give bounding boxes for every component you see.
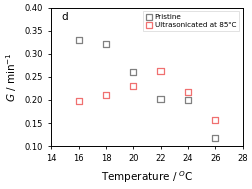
X-axis label: Temperature / $^O$C: Temperature / $^O$C (101, 169, 193, 185)
Pristine (77, 39, 81, 42)
Ultrasonicated at 85ᵒC (186, 90, 190, 93)
Ultrasonicated at 85ᵒC (131, 85, 135, 88)
Y-axis label: $G$ / min$^{-1}$: $G$ / min$^{-1}$ (4, 52, 19, 102)
Pristine (131, 71, 135, 74)
Ultrasonicated at 85ᵒC (77, 99, 81, 102)
Ultrasonicated at 85ᵒC (213, 118, 217, 121)
Legend: Pristine, Ultrasonicated at 85ᵒC: Pristine, Ultrasonicated at 85ᵒC (143, 11, 239, 31)
Pristine (213, 136, 217, 139)
Pristine (159, 98, 163, 101)
Text: d: d (61, 12, 68, 22)
Pristine (104, 42, 108, 45)
Ultrasonicated at 85ᵒC (159, 69, 163, 72)
Ultrasonicated at 85ᵒC (104, 94, 108, 97)
Pristine (186, 98, 190, 101)
